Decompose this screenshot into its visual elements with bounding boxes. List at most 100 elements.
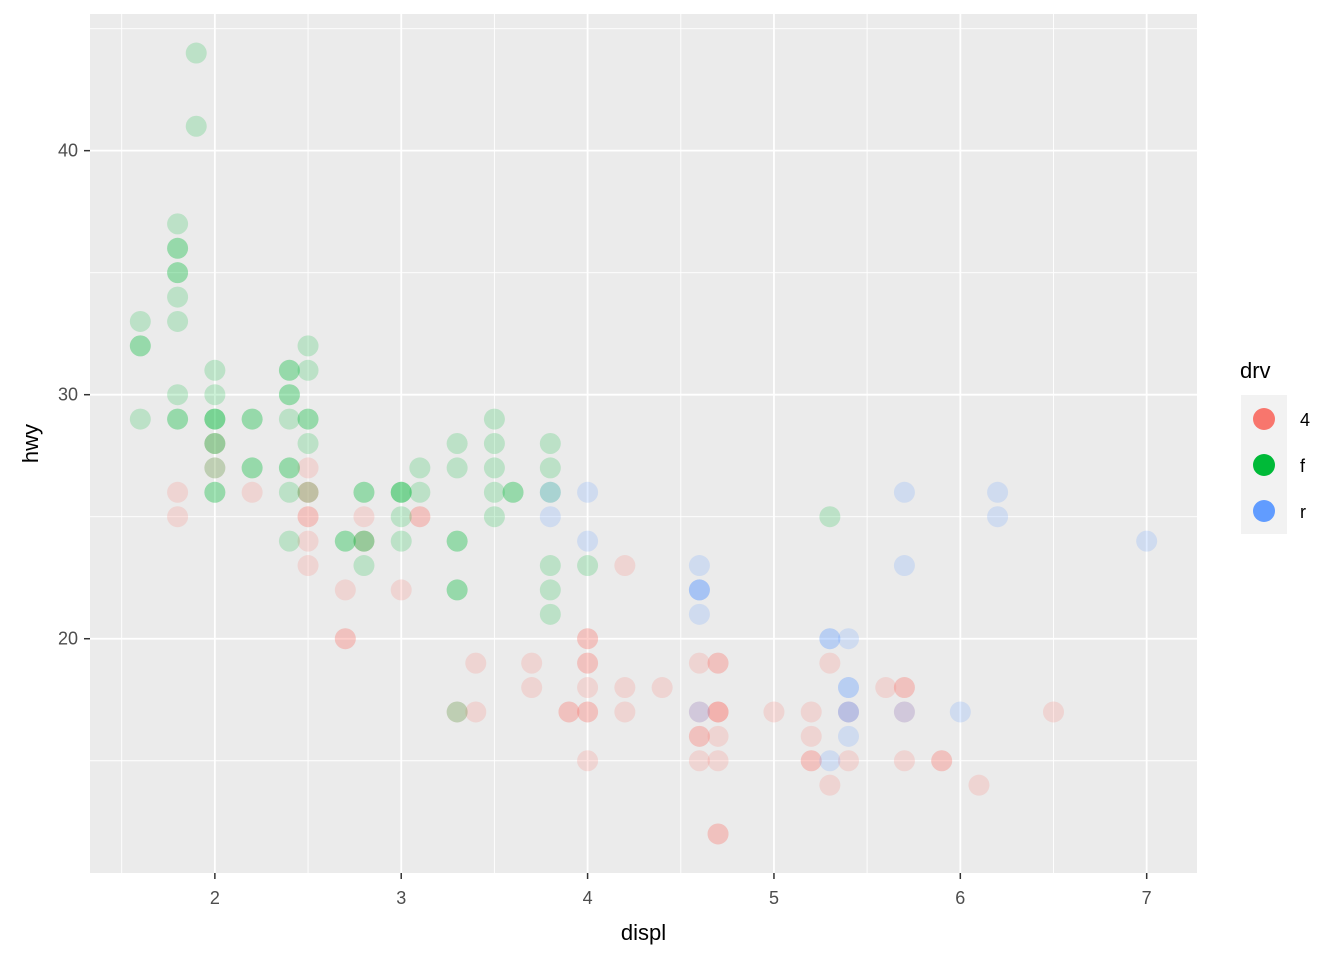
- point-drv-f: [577, 555, 599, 577]
- point-drv-f: [278, 481, 300, 503]
- point-drv-f: [278, 408, 300, 430]
- point-drv-4: [893, 677, 915, 699]
- point-drv-4: [167, 481, 189, 503]
- point-drv-4: [577, 701, 599, 723]
- point-drv-f: [353, 530, 375, 552]
- point-drv-4: [707, 750, 729, 772]
- point-drv-f: [278, 359, 300, 381]
- point-drv-4: [838, 750, 859, 772]
- point-drv-f: [353, 555, 375, 577]
- point-drv-4: [334, 628, 356, 650]
- point-drv-4: [558, 701, 580, 723]
- point-drv-4: [651, 677, 673, 699]
- point-drv-4: [707, 701, 729, 723]
- point-drv-f: [204, 408, 226, 430]
- point-drv-f: [297, 408, 319, 430]
- point-drv-f: [539, 555, 561, 577]
- point-drv-4: [465, 652, 487, 674]
- point-drv-f: [539, 481, 561, 503]
- point-drv-4: [577, 677, 599, 699]
- point-drv-f: [483, 433, 505, 454]
- point-drv-f: [241, 408, 263, 430]
- minor-gridlines: [90, 14, 1197, 873]
- x-tick-label: 2: [210, 888, 220, 908]
- point-drv-4: [353, 530, 375, 552]
- point-drv-4: [707, 652, 729, 674]
- point-drv-f: [167, 384, 189, 406]
- point-drv-4: [353, 506, 375, 528]
- point-drv-4: [465, 701, 487, 723]
- point-drv-4: [800, 750, 822, 772]
- point-drv-f: [446, 530, 468, 552]
- point-drv-f: [129, 408, 151, 430]
- point-drv-r: [819, 750, 841, 772]
- major-gridlines: [90, 14, 1197, 873]
- point-drv-r: [688, 701, 710, 723]
- point-drv-f: [539, 603, 561, 625]
- point-drv-r: [838, 628, 859, 650]
- point-drv-4: [614, 677, 636, 699]
- point-drv-4: [390, 579, 412, 601]
- point-drv-4: [204, 457, 226, 479]
- point-drv-f: [204, 433, 226, 454]
- point-drv-f: [539, 579, 561, 601]
- point-drv-f: [334, 530, 356, 552]
- point-drv-4: [707, 701, 729, 723]
- point-drv-4: [334, 628, 356, 650]
- point-drv-r: [987, 506, 1009, 528]
- point-drv-4: [893, 677, 915, 699]
- point-drv-r: [838, 677, 859, 699]
- point-drv-f: [204, 481, 226, 503]
- plot-panel: [90, 14, 1197, 873]
- point-drv-f: [390, 481, 412, 503]
- point-drv-f: [204, 359, 226, 381]
- point-drv-r: [688, 579, 710, 601]
- point-drv-f: [390, 530, 412, 552]
- point-drv-4: [297, 555, 319, 577]
- point-drv-r: [893, 481, 915, 503]
- point-drv-4: [707, 823, 729, 845]
- point-drv-4: [409, 506, 431, 528]
- point-drv-f: [204, 384, 226, 406]
- point-drv-f: [129, 335, 151, 357]
- point-drv-r: [577, 481, 599, 503]
- point-drv-r: [838, 725, 859, 747]
- point-drv-4: [707, 701, 729, 723]
- point-drv-f: [446, 579, 468, 601]
- legend-label-f: f: [1300, 456, 1306, 476]
- point-drv-4: [241, 481, 263, 503]
- point-drv-f: [167, 237, 189, 259]
- point-drv-f: [483, 481, 505, 503]
- point-drv-4: [446, 701, 468, 723]
- point-drv-4: [875, 677, 897, 699]
- point-drv-4: [688, 725, 710, 747]
- x-tick-label: 3: [396, 888, 406, 908]
- point-drv-f: [539, 433, 561, 454]
- point-drv-r: [819, 628, 841, 650]
- point-drv-4: [819, 652, 841, 674]
- point-drv-f: [167, 262, 189, 284]
- point-drv-f: [204, 457, 226, 479]
- point-drv-4: [763, 701, 785, 723]
- point-drv-4: [334, 579, 356, 601]
- point-drv-r: [819, 628, 841, 650]
- point-drv-4: [893, 750, 915, 772]
- point-drv-f: [483, 506, 505, 528]
- point-drv-4: [614, 701, 636, 723]
- point-drv-4: [800, 750, 822, 772]
- point-drv-f: [204, 408, 226, 430]
- point-drv-f: [353, 481, 375, 503]
- y-tick-label: 40: [58, 141, 78, 161]
- point-drv-f: [334, 530, 356, 552]
- point-drv-f: [390, 481, 412, 503]
- y-tick-label: 30: [58, 385, 78, 405]
- point-drv-r: [577, 530, 599, 552]
- legend: drv 4 f r: [1240, 358, 1310, 534]
- point-drv-r: [688, 603, 710, 625]
- point-drv-r: [893, 701, 915, 723]
- point-drv-f: [819, 506, 841, 528]
- point-drv-r: [1136, 530, 1158, 552]
- point-drv-f: [278, 384, 300, 406]
- point-drv-4: [297, 506, 319, 528]
- point-drv-f: [502, 481, 524, 503]
